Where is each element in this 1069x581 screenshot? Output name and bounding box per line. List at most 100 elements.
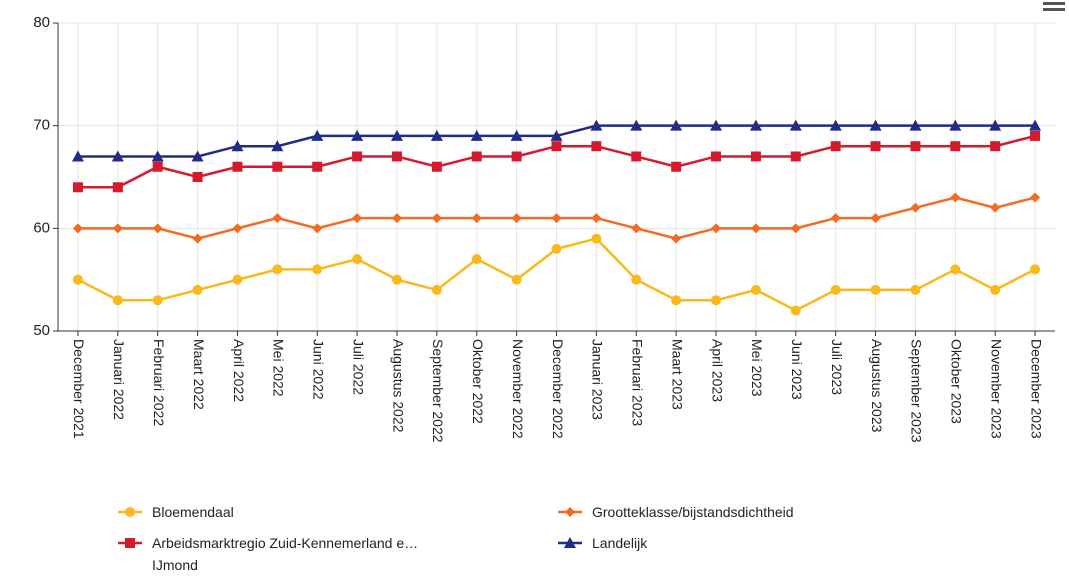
x-tick-label: September 2022 <box>430 339 446 443</box>
marker <box>431 213 442 224</box>
marker <box>950 264 961 275</box>
series-markers <box>72 130 1041 193</box>
marker <box>390 129 403 141</box>
marker <box>790 151 801 162</box>
marker <box>511 213 522 224</box>
marker <box>430 129 443 141</box>
marker <box>352 213 363 224</box>
x-tick-label: Januari 2022 <box>111 339 127 420</box>
x-tick-label: Augustus 2022 <box>390 339 406 433</box>
marker <box>111 150 124 162</box>
marker <box>790 305 801 316</box>
marker <box>910 141 921 152</box>
marker <box>471 254 482 265</box>
marker <box>470 129 483 141</box>
x-tick-label: Juli 2022 <box>350 339 366 395</box>
legend-label[interactable]: Grootteklasse/bijstandsdichtheid <box>592 504 794 520</box>
y-tick-label: 80 <box>33 14 50 31</box>
marker <box>949 119 962 131</box>
x-tick-label: December 2021 <box>71 339 87 439</box>
marker <box>192 233 203 244</box>
marker <box>471 213 482 224</box>
marker <box>112 295 123 306</box>
marker <box>125 538 135 548</box>
marker <box>431 284 442 295</box>
marker <box>671 295 682 306</box>
marker <box>272 264 283 275</box>
marker <box>710 119 723 131</box>
marker <box>511 151 522 162</box>
marker <box>830 213 841 224</box>
y-tick-label: 50 <box>33 322 50 339</box>
marker <box>749 119 762 131</box>
x-tick-label: Oktober 2023 <box>949 339 965 424</box>
x-tick-label: Maart 2022 <box>191 339 207 410</box>
legend-label[interactable]: Landelijk <box>592 535 648 551</box>
marker <box>711 223 722 234</box>
marker <box>551 213 562 224</box>
marker <box>631 274 642 285</box>
marker <box>311 129 324 141</box>
marker <box>550 129 563 141</box>
marker <box>910 284 921 295</box>
marker <box>152 161 163 172</box>
marker <box>391 213 402 224</box>
marker <box>564 537 576 548</box>
marker <box>1030 264 1041 275</box>
marker <box>910 202 921 213</box>
marker <box>232 223 243 234</box>
x-tick-label: Mei 2022 <box>271 339 287 397</box>
x-tick-label: April 2022 <box>231 339 247 402</box>
marker <box>829 119 842 131</box>
marker <box>990 284 1001 295</box>
x-tick-label: Juni 2023 <box>789 339 805 400</box>
x-tick-label: Januari 2023 <box>590 339 606 420</box>
marker <box>1029 119 1042 131</box>
marker <box>232 161 243 172</box>
menu-icon[interactable] <box>1043 2 1065 11</box>
marker <box>391 274 402 285</box>
y-tick-label: 70 <box>33 117 50 134</box>
marker <box>750 284 761 295</box>
x-tick-label: April 2023 <box>709 339 725 402</box>
marker <box>591 141 602 152</box>
marker <box>351 129 364 141</box>
marker <box>1030 192 1041 203</box>
marker <box>232 274 243 285</box>
marker <box>112 223 123 234</box>
x-tick-label: Mei 2023 <box>749 339 765 397</box>
marker <box>151 150 164 162</box>
marker <box>750 223 761 234</box>
x-tick-label: December 2022 <box>550 339 566 439</box>
marker <box>125 507 135 517</box>
legend-label[interactable]: Bloemendaal <box>152 504 234 520</box>
marker <box>352 151 363 162</box>
marker <box>551 141 562 152</box>
legend-label[interactable]: Arbeidsmarktregio Zuid-Kennemerland e… I… <box>152 535 419 573</box>
marker <box>830 284 841 295</box>
marker <box>152 223 163 234</box>
marker <box>1030 130 1041 141</box>
x-tick-label: December 2023 <box>1028 339 1044 439</box>
x-tick-label: November 2023 <box>988 339 1004 439</box>
marker <box>510 129 523 141</box>
x-tick-label: Augustus 2023 <box>869 339 885 433</box>
marker <box>870 141 881 152</box>
marker <box>112 182 123 193</box>
x-tick-label: Februari 2023 <box>630 339 646 426</box>
marker <box>71 150 84 162</box>
x-tick-label: Februari 2022 <box>151 339 167 426</box>
marker <box>950 192 961 203</box>
marker <box>352 254 363 265</box>
marker <box>711 151 722 162</box>
x-tick-label: Juni 2022 <box>311 339 327 400</box>
series-markers <box>71 119 1042 162</box>
marker <box>271 140 284 152</box>
marker <box>391 151 402 162</box>
x-tick-label: Maart 2023 <box>669 339 685 410</box>
marker <box>750 151 761 162</box>
marker <box>711 295 722 306</box>
marker <box>471 151 482 162</box>
